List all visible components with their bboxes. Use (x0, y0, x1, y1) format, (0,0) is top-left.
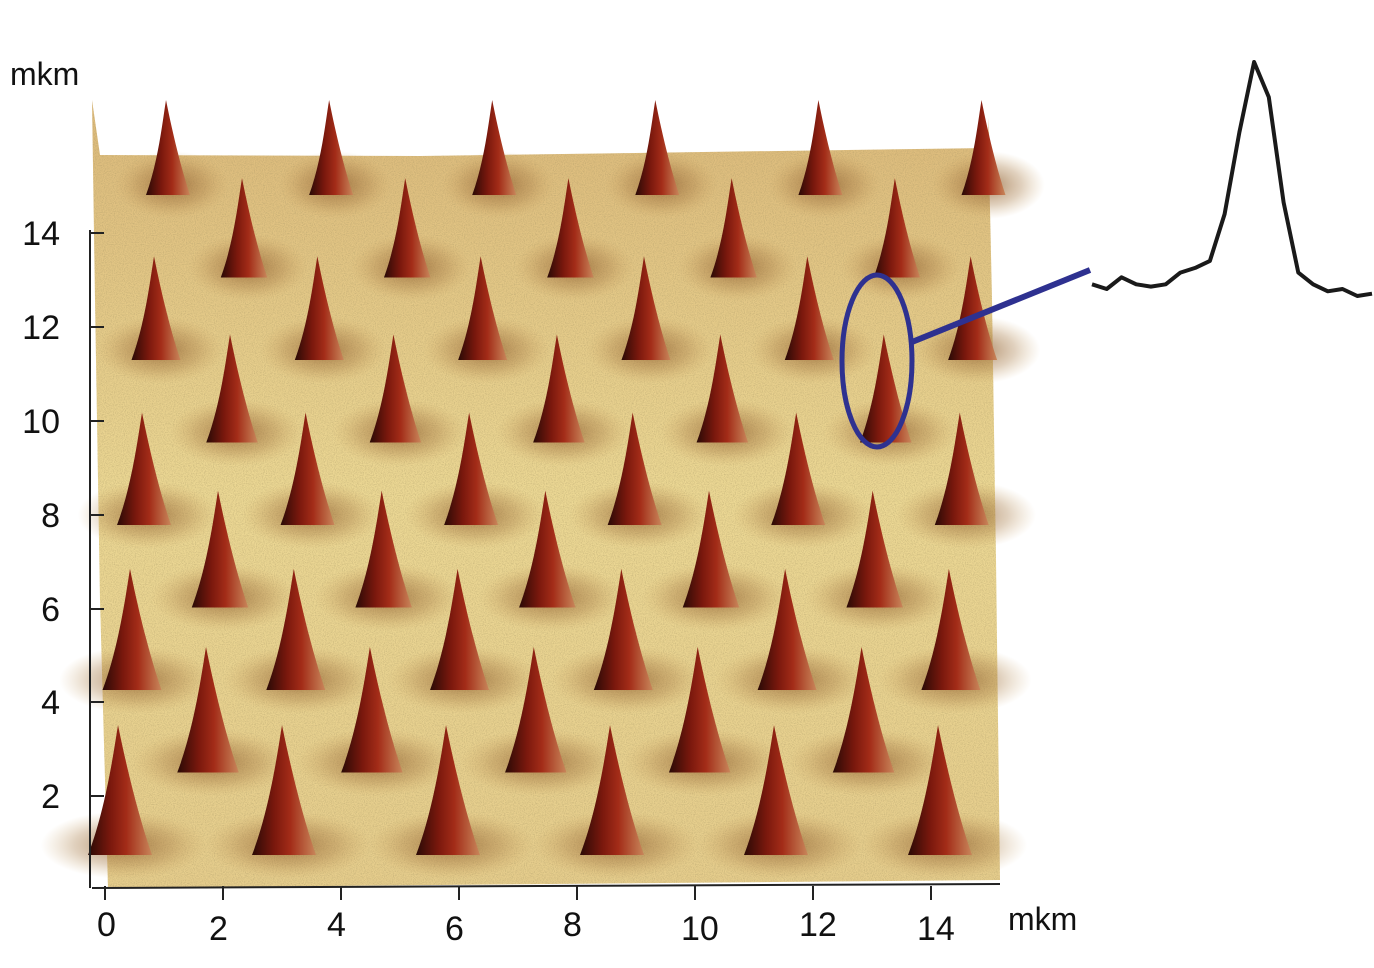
surface-peak (295, 646, 456, 797)
surface-peak (114, 100, 230, 219)
surface-peak (477, 490, 625, 632)
surface-peak (495, 334, 630, 467)
y-tick-label: 6 (41, 591, 60, 629)
surface-peak (187, 178, 309, 302)
connector-line (910, 267, 1092, 345)
surface-peak (604, 100, 719, 219)
x-tick-label: 0 (97, 906, 116, 944)
surface-peak (787, 646, 948, 797)
surface-peak (550, 568, 705, 714)
y-axis: mkm 2 4 6 8 10 12 14 (10, 56, 104, 888)
x-tick-label: 6 (445, 910, 464, 948)
y-tick-label: 4 (41, 684, 60, 722)
surface-peak (150, 490, 298, 632)
surface-peak (822, 334, 957, 467)
y-axis-unit: mkm (10, 56, 79, 92)
y-tick-label: 14 (22, 215, 60, 253)
surface-peak (459, 646, 620, 797)
afm-surface (40, 100, 1045, 888)
x-axis: mkm 0 2 4 6 8 10 12 14 (91, 883, 1077, 948)
peak-profile-line (1091, 60, 1373, 298)
surface-peak (350, 178, 472, 302)
surface-peak (586, 256, 714, 384)
surface-peak (714, 568, 868, 714)
surface-peak (259, 256, 388, 384)
surface-peak (912, 256, 1041, 384)
surface-peak (677, 178, 799, 302)
surface-peak (241, 412, 382, 549)
surface-peak (40, 725, 208, 879)
surface-peak (204, 725, 372, 879)
y-tick-label: 2 (41, 778, 60, 816)
x-tick-label: 8 (563, 906, 582, 944)
x-axis-unit: mkm (1008, 901, 1077, 937)
surface-peak (878, 568, 1032, 714)
surface-peak (223, 568, 377, 714)
x-tick-label: 12 (799, 906, 837, 944)
surface-peak (132, 646, 292, 797)
surface-peak (805, 490, 953, 632)
x-tick-label: 2 (209, 910, 228, 948)
surface-peak (623, 646, 784, 797)
surface-peak (930, 100, 1045, 219)
surface-peak (840, 178, 962, 302)
surface-peak (860, 725, 1028, 879)
surface-peak (422, 256, 551, 384)
surface-peak (404, 412, 546, 549)
surface-peak (696, 725, 864, 879)
surface-peak (169, 334, 303, 467)
surface-peak (659, 334, 794, 467)
surface-peak (96, 256, 224, 384)
surface-peak (332, 334, 467, 467)
y-tick-label: 8 (41, 497, 60, 535)
surface-peak (513, 178, 635, 302)
surface-peak (732, 412, 873, 549)
surface-peak (277, 100, 393, 219)
highlight-ellipse (839, 272, 915, 450)
surface-peak (568, 412, 709, 549)
x-tick-label: 4 (327, 906, 346, 944)
y-tick-label: 12 (22, 309, 60, 347)
surface-peak (767, 100, 882, 219)
surface-peak (77, 412, 219, 549)
surface-peak (895, 412, 1036, 549)
surface-peak (59, 568, 213, 714)
x-tick-label: 10 (681, 910, 719, 948)
x-tick-label: 14 (917, 910, 955, 948)
surface-peak (441, 100, 556, 219)
surface-peak (641, 490, 789, 632)
surface-peak (368, 725, 536, 879)
surface-peak (386, 568, 541, 714)
y-tick-label: 10 (22, 403, 60, 441)
surface-peak (314, 490, 462, 632)
peak-array (40, 100, 1045, 879)
surface-peak (532, 725, 700, 879)
